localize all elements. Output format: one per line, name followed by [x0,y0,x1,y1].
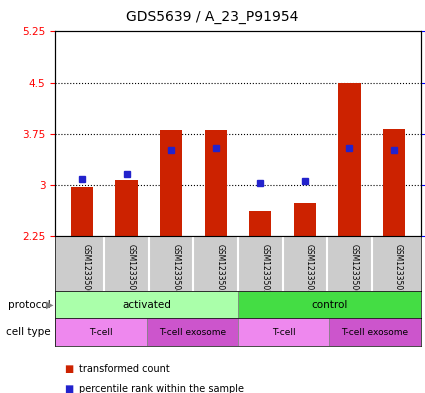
FancyBboxPatch shape [329,318,421,346]
Text: protocol: protocol [8,299,51,310]
Bar [204,130,227,236]
Text: GSM1233505: GSM1233505 [216,244,225,295]
Text: ▶: ▶ [45,299,53,310]
Text: percentile rank within the sample: percentile rank within the sample [79,384,244,393]
Text: T-cell exosome: T-cell exosome [159,328,226,336]
Text: GSM1233506: GSM1233506 [349,244,358,295]
Text: GSM1233501: GSM1233501 [127,244,136,295]
Text: transformed count: transformed count [79,364,170,375]
Text: activated: activated [122,299,171,310]
Text: control: control [311,299,348,310]
Text: GSM1233504: GSM1233504 [171,244,180,295]
Text: GSM1233502: GSM1233502 [260,244,269,295]
Text: GSM1233500: GSM1233500 [82,244,91,295]
FancyBboxPatch shape [147,318,238,346]
Text: ■: ■ [64,364,73,375]
Text: T-cell: T-cell [89,328,113,336]
Text: cell type: cell type [6,327,51,337]
FancyBboxPatch shape [238,291,421,318]
FancyBboxPatch shape [238,318,329,346]
Bar [383,129,405,236]
Text: T-cell exosome: T-cell exosome [342,328,408,336]
Bar [338,83,360,236]
Text: ■: ■ [64,384,73,393]
Bar [71,187,93,236]
Bar [249,211,272,236]
Text: GSM1233503: GSM1233503 [305,244,314,295]
Text: GSM1233507: GSM1233507 [394,244,403,295]
Bar [116,180,138,236]
FancyBboxPatch shape [55,291,238,318]
Text: T-cell: T-cell [272,328,295,336]
Bar [160,130,182,236]
FancyBboxPatch shape [55,318,147,346]
Bar [294,203,316,236]
Text: GDS5639 / A_23_P91954: GDS5639 / A_23_P91954 [126,10,299,24]
